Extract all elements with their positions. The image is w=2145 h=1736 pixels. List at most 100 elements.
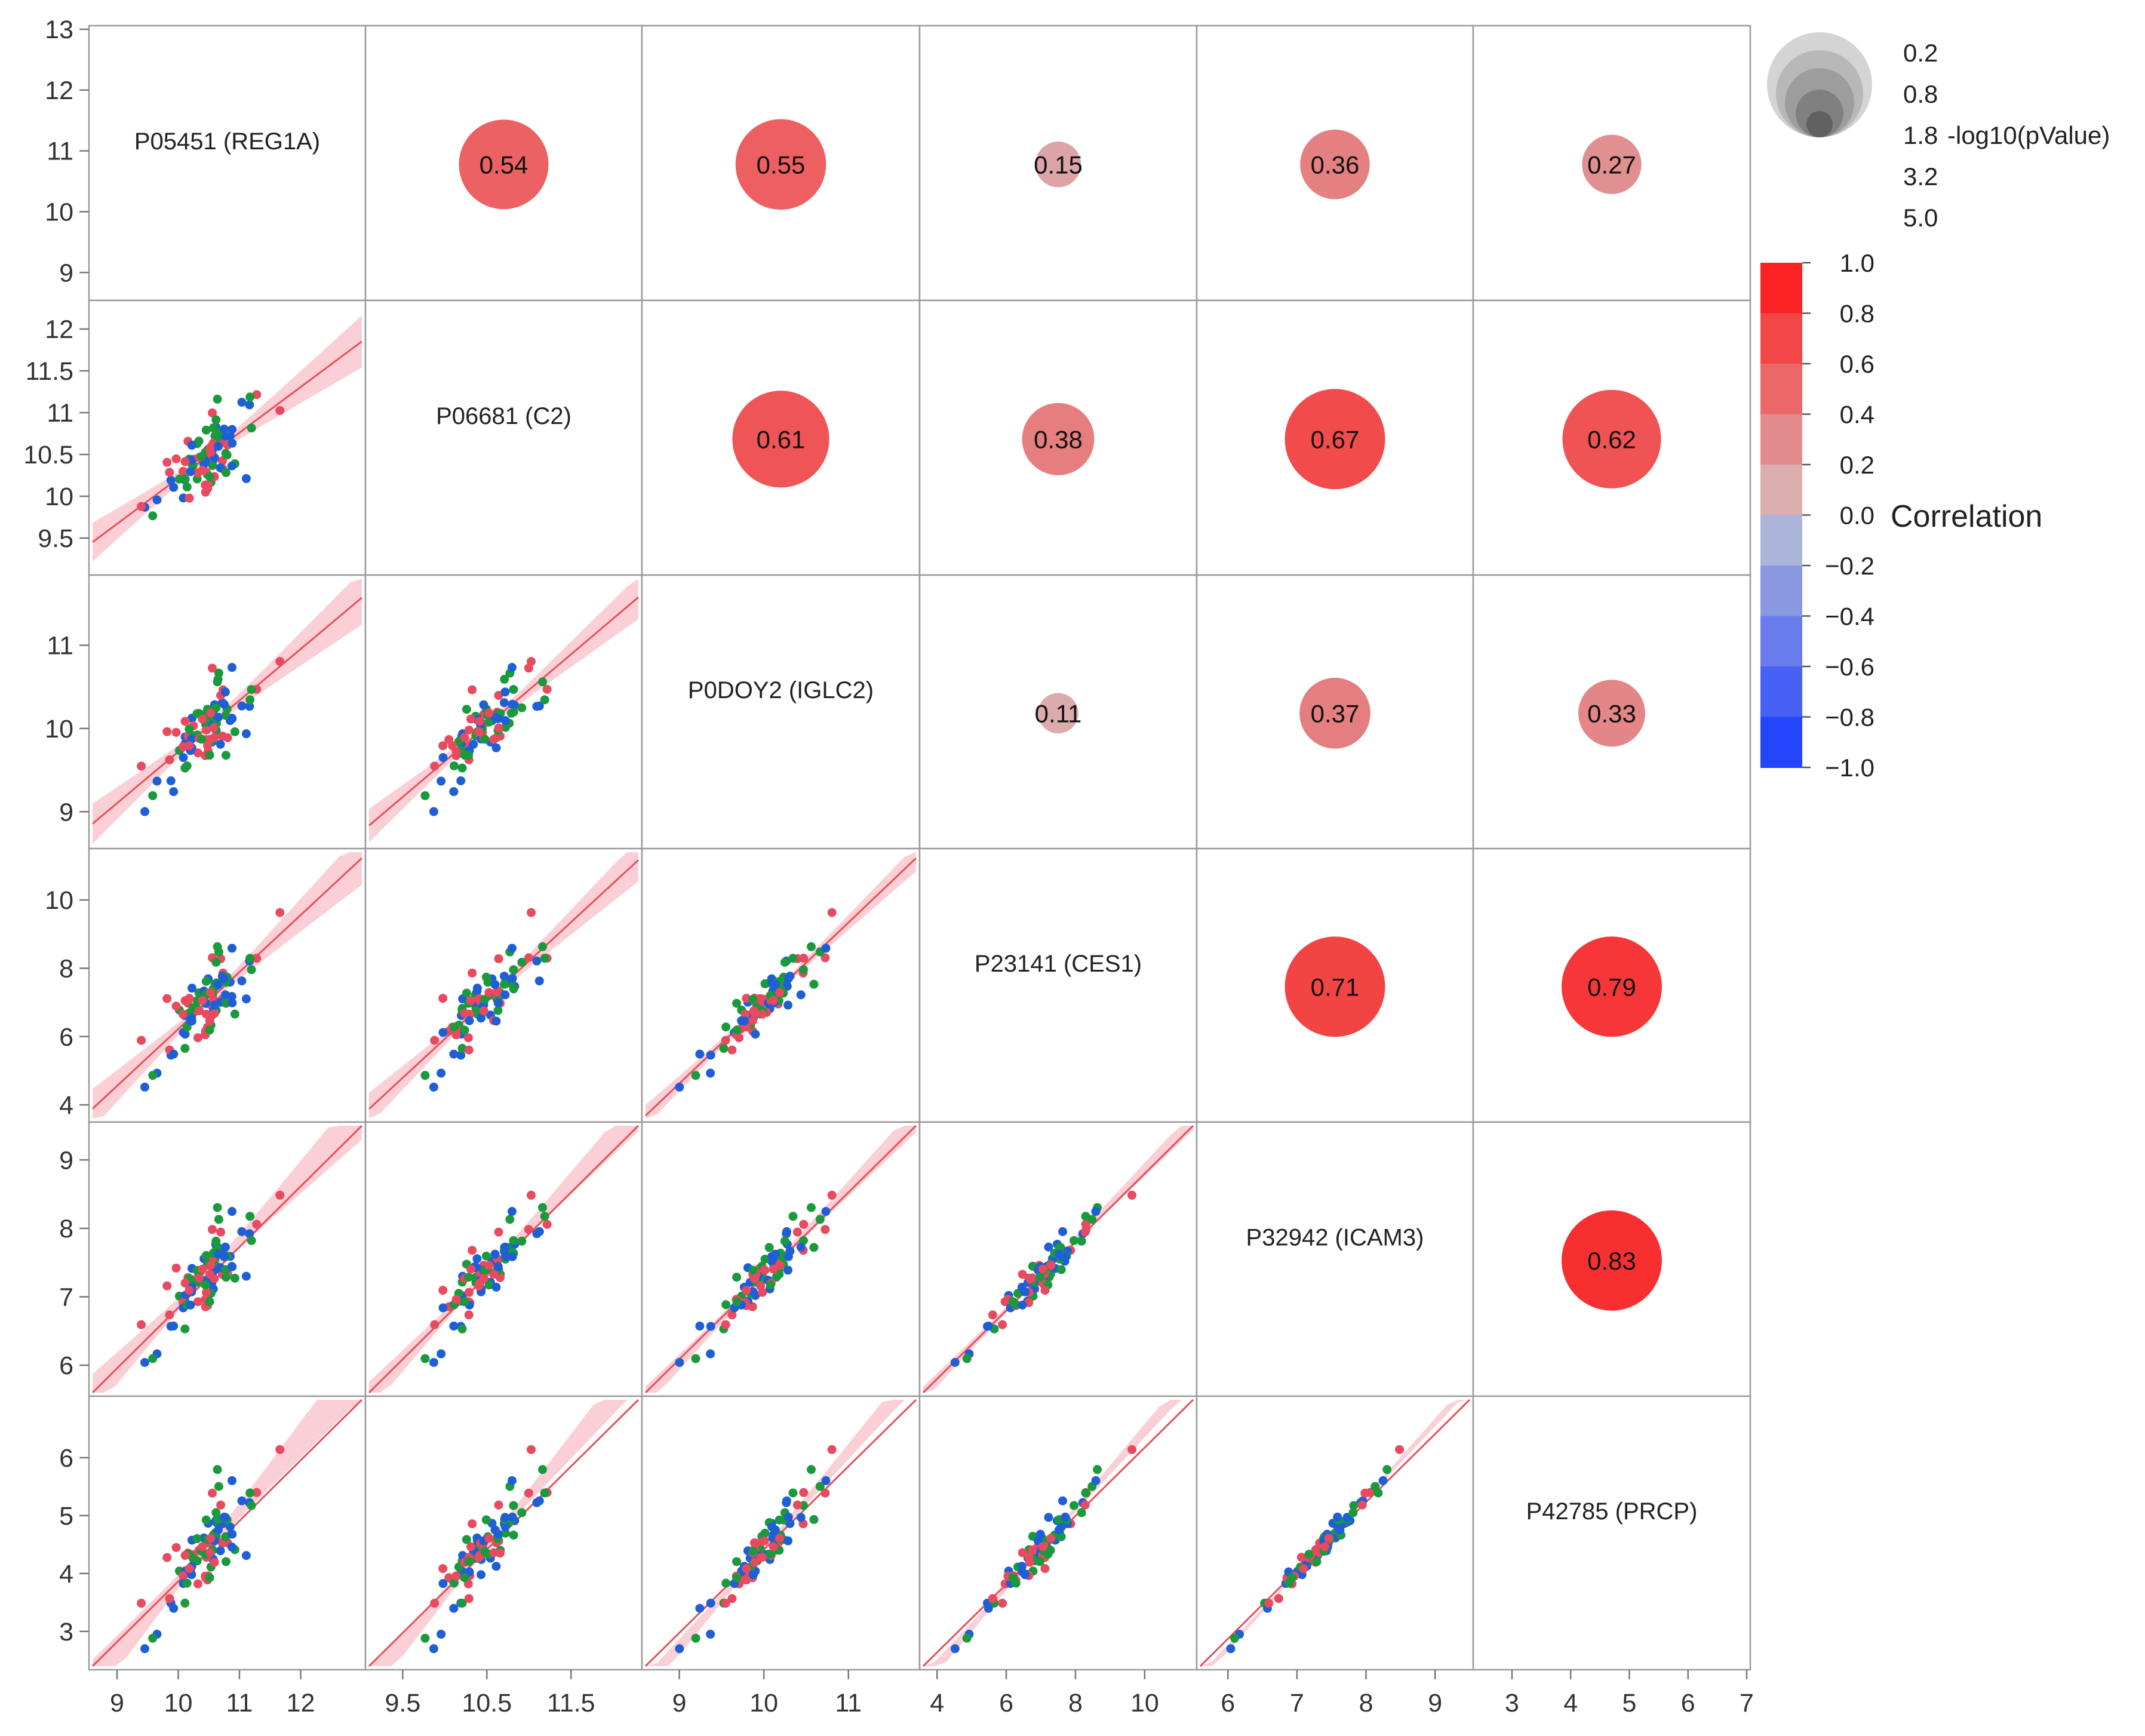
- data-point: [205, 472, 214, 481]
- data-point: [180, 1044, 190, 1053]
- matrix-cell: 0.79: [1472, 847, 1751, 1123]
- data-point: [727, 1310, 737, 1320]
- matrix-cell: [364, 574, 643, 850]
- data-point: [780, 957, 789, 967]
- data-point: [245, 702, 254, 711]
- data-point: [213, 1203, 222, 1212]
- x-tick-label: 7: [1740, 1689, 1754, 1717]
- data-point: [211, 957, 221, 967]
- matrix-cell: 0.37: [1196, 574, 1474, 850]
- data-point: [230, 1009, 239, 1019]
- data-point: [213, 712, 223, 722]
- size-legend-label: 1.8: [1903, 121, 1938, 149]
- data-point: [198, 995, 207, 1005]
- data-point: [477, 1570, 486, 1580]
- data-point: [984, 1322, 993, 1331]
- colorbar-segment: [1760, 465, 1802, 516]
- data-point: [532, 956, 542, 966]
- data-point: [430, 1036, 440, 1045]
- data-point: [493, 1006, 503, 1015]
- data-point: [721, 1578, 731, 1588]
- data-point: [245, 1212, 255, 1221]
- data-point: [196, 735, 206, 744]
- y-tick-label: 10: [45, 886, 73, 915]
- correlation-value: 0.61: [757, 425, 806, 453]
- data-point: [438, 1564, 448, 1574]
- colorbar-segment: [1760, 566, 1802, 617]
- x-tick-label: 9.5: [385, 1689, 420, 1717]
- data-point: [732, 1557, 742, 1566]
- data-point: [213, 394, 222, 404]
- colorbar-tick-label: 1.0: [1840, 249, 1874, 277]
- data-point: [438, 1028, 448, 1037]
- data-point: [460, 1025, 469, 1035]
- correlation-bubble: [1284, 936, 1385, 1037]
- data-point: [185, 493, 194, 503]
- data-point: [749, 1006, 758, 1016]
- data-point: [748, 1016, 758, 1025]
- data-point: [201, 1250, 211, 1260]
- variable-label: P42785 (PRCP): [1526, 1498, 1698, 1525]
- colorbar-segment: [1760, 666, 1802, 718]
- data-point: [208, 1225, 217, 1234]
- data-point: [788, 1212, 798, 1221]
- data-point: [508, 1252, 517, 1261]
- data-point: [206, 447, 216, 457]
- data-point: [798, 965, 808, 975]
- x-tick-label: 8: [1068, 1689, 1083, 1717]
- data-point: [188, 1554, 198, 1563]
- data-point: [1077, 1508, 1086, 1517]
- matrix-cell: P32942 (ICAM3): [1196, 1121, 1474, 1397]
- data-point: [185, 1564, 194, 1574]
- data-point: [1008, 1297, 1018, 1307]
- data-point: [1299, 1564, 1308, 1574]
- data-point: [474, 1281, 484, 1291]
- data-point: [962, 1633, 972, 1643]
- data-point: [509, 984, 518, 994]
- data-point: [214, 668, 223, 678]
- data-point: [509, 965, 518, 975]
- data-point: [211, 415, 221, 425]
- data-point: [505, 1215, 515, 1224]
- data-point: [162, 727, 172, 736]
- data-point: [508, 1512, 517, 1522]
- data-point: [1230, 1633, 1239, 1643]
- data-point: [1091, 1207, 1101, 1216]
- data-point: [1061, 1512, 1070, 1522]
- data-point: [228, 1207, 237, 1216]
- data-point: [506, 708, 516, 718]
- colorbar-tick-label: 0.6: [1840, 350, 1874, 378]
- data-point: [225, 1522, 235, 1532]
- data-point: [468, 1519, 477, 1529]
- data-point: [221, 751, 231, 760]
- data-point: [484, 988, 494, 997]
- data-point: [507, 663, 517, 672]
- data-point: [468, 968, 477, 978]
- data-point: [491, 743, 501, 752]
- data-point: [221, 448, 231, 458]
- y-tick-label: 9: [59, 259, 73, 287]
- data-point: [484, 1534, 494, 1543]
- data-point: [179, 466, 188, 476]
- data-point: [214, 947, 223, 957]
- data-point: [509, 1501, 518, 1510]
- data-point: [245, 695, 255, 705]
- y-tick-label: 10.5: [23, 441, 73, 469]
- size-legend-label: 3.2: [1903, 162, 1938, 191]
- data-point: [1025, 1557, 1034, 1567]
- data-point: [430, 761, 440, 771]
- data-point: [760, 1536, 769, 1545]
- data-point: [806, 1465, 816, 1474]
- data-point: [760, 1254, 770, 1264]
- data-point: [1044, 1242, 1053, 1252]
- data-point: [820, 1225, 830, 1234]
- data-point: [1360, 1488, 1370, 1498]
- data-point: [201, 480, 210, 490]
- colorbar-tick-label: 0.2: [1840, 451, 1874, 479]
- data-point: [1028, 1545, 1037, 1554]
- data-point: [462, 1535, 471, 1544]
- data-point: [806, 942, 816, 951]
- data-point: [210, 1000, 219, 1010]
- data-point: [775, 1261, 784, 1270]
- data-point: [241, 994, 251, 1004]
